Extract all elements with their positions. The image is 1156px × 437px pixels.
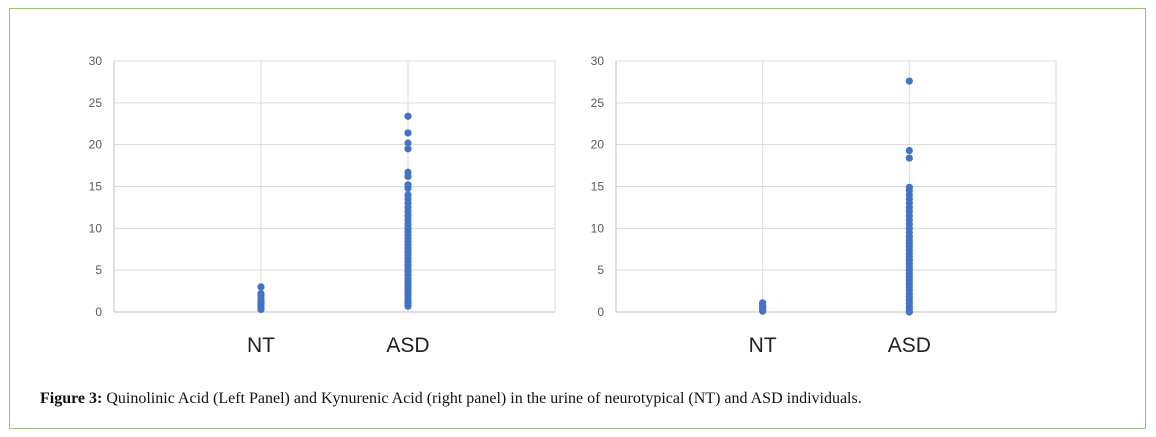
data-point-asd: [404, 145, 412, 153]
y-tick-label: 0: [95, 305, 102, 319]
y-tick-label: 20: [591, 138, 605, 152]
data-point-asd: [905, 146, 913, 155]
data-point-asd: [404, 168, 412, 176]
y-tick-label: 10: [89, 221, 103, 235]
y-tick-label: 5: [597, 263, 604, 277]
y-tick-label: 15: [591, 180, 605, 194]
y-tick-label: 30: [89, 54, 103, 68]
y-tick-label: 20: [89, 138, 103, 152]
y-tick-label: 15: [89, 180, 103, 194]
y-tick-label: 25: [89, 96, 103, 110]
data-point-asd: [905, 154, 913, 162]
y-tick-label: 25: [591, 96, 605, 110]
right-panel-kynurenic-acid: 0 5 10 15 20 25 30 NT ASD: [578, 0, 1156, 380]
x-category-label: NT: [247, 334, 275, 357]
data-point-asd: [404, 139, 412, 147]
y-tick-label: 30: [591, 54, 605, 68]
figure-frame: [9, 8, 1146, 429]
chart-kynurenic-acid: 0 5 10 15 20 25 30 NT ASD: [591, 54, 1057, 357]
data-point-asd: [404, 112, 412, 120]
data-point-nt: [257, 283, 265, 291]
figure-caption: Figure 3: Quinolinic Acid (Left Panel) a…: [40, 390, 862, 408]
caption-label: Figure 3:: [40, 390, 103, 407]
data-point-asd: [905, 77, 913, 85]
y-tick-label: 5: [95, 263, 102, 277]
data-point-asd: [905, 183, 913, 191]
data-point-nt: [257, 289, 265, 298]
x-category-label: ASD: [386, 334, 429, 357]
data-point-asd: [404, 129, 412, 137]
chart-quinolinic-acid: 0 5 10 15 20 25 30 NT ASD: [89, 54, 556, 357]
data-point-asd: [404, 181, 412, 189]
y-tick-label: 10: [591, 221, 605, 235]
caption-text: Quinolinic Acid (Left Panel) and Kynuren…: [106, 390, 862, 407]
x-category-label: NT: [749, 334, 777, 357]
left-panel-quinolinic-acid: 0 5 10 15 20 25 30 NT ASD: [0, 0, 578, 380]
x-category-label: ASD: [888, 334, 931, 357]
data-point-asd: [404, 191, 412, 199]
data-point-nt: [759, 299, 767, 307]
y-tick-label: 0: [597, 305, 604, 319]
